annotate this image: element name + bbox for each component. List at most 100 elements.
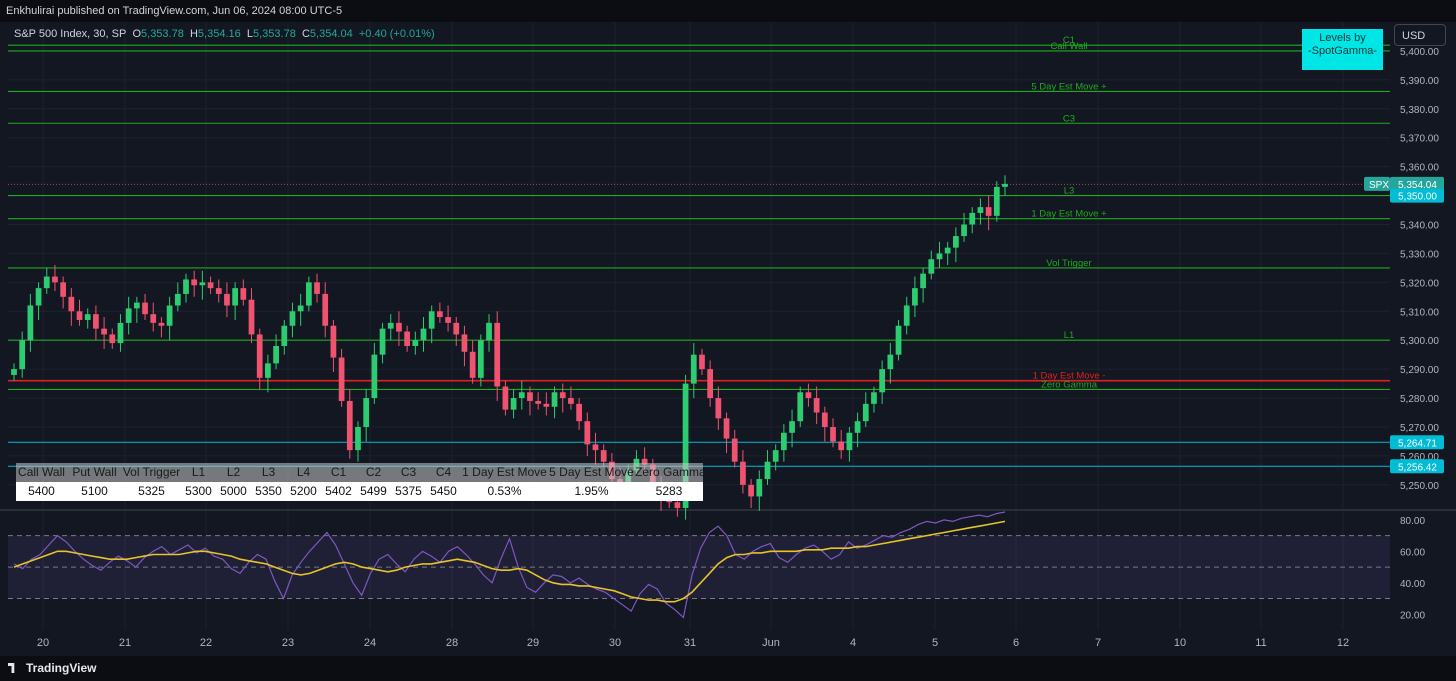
candle-body — [494, 322, 501, 387]
candle-body — [543, 403, 550, 407]
candle-body — [27, 305, 34, 341]
levels-table-header-cell: Zero Gamma — [635, 465, 703, 479]
x-tick-label: 11 — [1255, 637, 1266, 649]
change-value: +0.40 (+0.01%) — [358, 28, 435, 40]
candle-body — [117, 322, 124, 344]
level-label: C1 — [1063, 35, 1075, 46]
candle-body — [52, 276, 58, 283]
candle-body — [740, 461, 746, 485]
x-tick-label: 20 — [37, 637, 49, 649]
level-label: 1 Day Est Move + — [1031, 209, 1107, 220]
levels-table-header-cell: L2 — [226, 465, 241, 479]
candle-body — [76, 311, 83, 320]
candle-body — [715, 398, 722, 419]
levels-table-value-cell: 5375 — [395, 484, 422, 498]
candle-body — [854, 421, 861, 433]
candle-body — [60, 282, 67, 297]
candle-body — [142, 302, 148, 315]
candle-body — [453, 322, 460, 335]
x-tick-label: 29 — [527, 637, 539, 649]
candle-body — [731, 438, 738, 462]
candle-body — [84, 314, 91, 320]
candle-body — [314, 282, 320, 294]
candle-body — [248, 299, 255, 335]
candle-body — [781, 432, 787, 451]
close-value: 5,354.04 — [309, 28, 353, 40]
candle-body — [363, 398, 370, 427]
candle-body — [461, 334, 468, 352]
candle-body — [43, 276, 50, 289]
x-tick-label: 22 — [200, 637, 212, 649]
price-axis-badge — [1390, 435, 1444, 450]
level-label: Vol Trigger — [1046, 258, 1091, 269]
candle-body — [93, 314, 99, 329]
candle-body — [961, 224, 967, 237]
candle-body — [338, 357, 345, 401]
candle-body — [559, 392, 566, 399]
candle-body — [903, 305, 910, 326]
rsi-ma-line — [13, 520, 1006, 603]
levels-table-value-cell: 5100 — [81, 484, 108, 498]
candle-body — [576, 403, 582, 422]
level-label: Call Wall — [1050, 41, 1087, 52]
x-tick-label: 30 — [609, 637, 621, 649]
candle-body — [944, 247, 951, 254]
candle-body — [682, 383, 689, 508]
levels-table-header-cell: L4 — [296, 465, 311, 479]
x-tick-label: 21 — [119, 637, 131, 649]
candle-body — [437, 311, 443, 318]
y-tick-label: 5,320.00 — [1400, 278, 1439, 289]
y-tick-label: 5,280.00 — [1400, 394, 1439, 405]
rsi-y-tick-label: 80.00 — [1400, 516, 1425, 527]
candle-body — [224, 293, 230, 306]
x-tick-label: 7 — [1095, 637, 1101, 649]
y-tick-label: 5,260.00 — [1400, 452, 1439, 463]
candle-body — [125, 308, 132, 323]
x-tick-label: 28 — [446, 637, 458, 649]
high-label: H — [189, 28, 198, 40]
x-tick-label: 5 — [932, 637, 938, 649]
price-axis-badge-text: 5,350.00 — [1398, 192, 1437, 203]
levels-table-header-cell: C2 — [365, 465, 382, 479]
levels-table-value-cell: 1.95% — [574, 484, 609, 498]
rsi-y-tick-label: 40.00 — [1400, 579, 1425, 590]
low-label: L — [246, 28, 253, 40]
candle-body — [109, 334, 116, 344]
currency-button[interactable]: USD — [1394, 24, 1446, 46]
candle-body — [477, 340, 484, 378]
candle-body — [838, 441, 845, 451]
candle-body — [813, 398, 820, 413]
spotgamma-line1: Levels by — [1319, 32, 1366, 44]
candle-body — [772, 450, 779, 462]
candle-body — [101, 328, 107, 335]
y-tick-label: 5,340.00 — [1400, 221, 1439, 232]
levels-table-header-cell: Vol Trigger — [122, 465, 181, 479]
candle-body — [371, 354, 378, 399]
candle-body — [764, 461, 771, 480]
y-tick-label: 5,390.00 — [1400, 76, 1439, 87]
levels-table-value-cell: 5499 — [360, 484, 387, 498]
candle-body — [183, 279, 189, 294]
candle-body — [19, 340, 26, 370]
levels-table-value-cell: 5200 — [290, 484, 317, 498]
candle-body — [797, 392, 804, 422]
symbol-legend[interactable]: S&P 500 Index, 30, SP O5,353.78 H5,354.1… — [14, 28, 435, 40]
candle-body — [256, 334, 263, 378]
candle-body — [35, 288, 42, 306]
candle-body — [912, 288, 918, 306]
level-label: 1 Day Est Move - — [1033, 371, 1106, 382]
candle-body — [871, 392, 877, 404]
candle-body — [641, 458, 648, 465]
candle-body — [502, 386, 509, 410]
candle-body — [699, 354, 705, 370]
candle-body — [527, 392, 533, 401]
y-tick-label: 5,370.00 — [1400, 134, 1439, 145]
x-tick-label: 31 — [684, 637, 696, 649]
candle-body — [232, 288, 238, 306]
y-tick-label: 5,290.00 — [1400, 365, 1439, 376]
tradingview-logo[interactable]: TradingView — [8, 661, 96, 675]
candle-body — [789, 421, 795, 433]
x-tick-label: 23 — [282, 637, 294, 649]
